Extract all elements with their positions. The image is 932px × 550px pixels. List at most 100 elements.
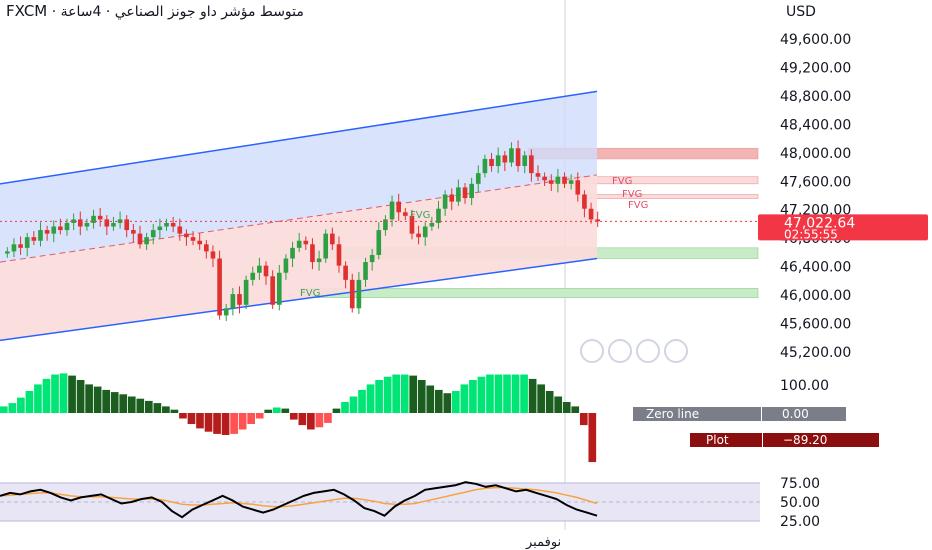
candle-body	[177, 226, 183, 234]
zero-line-tag	[633, 407, 761, 421]
candle-body	[58, 226, 63, 231]
candle-body	[442, 194, 448, 209]
oscillator-bar	[375, 380, 383, 413]
candle-body	[97, 215, 103, 220]
oscillator-bar	[34, 384, 42, 413]
candle-body	[522, 155, 528, 167]
oscillator-bar	[59, 373, 68, 413]
plot-value-tag	[763, 433, 879, 447]
candle-body	[363, 262, 368, 280]
price-tick-label: 48,000.00	[780, 146, 851, 162]
candle-body	[197, 240, 203, 245]
candle-body	[482, 158, 488, 174]
chart-title: FXCM · متوسط مؤشر داو جونز الصناعي · 4سا…	[6, 2, 304, 20]
price-tick-label: 46,000.00	[780, 288, 851, 304]
candle-body	[389, 201, 395, 220]
candle-body	[77, 219, 83, 227]
last-price-badge	[758, 214, 928, 241]
price-tick-label: 49,200.00	[780, 60, 851, 76]
candle-body	[51, 226, 57, 234]
candle-body	[296, 240, 302, 248]
price-tick-label: 49,600.00	[780, 32, 851, 48]
plot-value: −89.20	[783, 433, 827, 447]
oscillator-bar	[272, 407, 281, 413]
oscillator-bar	[93, 386, 102, 413]
candle-body	[137, 233, 143, 245]
fvg-label: FVG	[628, 200, 648, 211]
oscillator-bar	[281, 408, 290, 413]
candle-body	[475, 173, 481, 184]
rsi-ma-line	[0, 486, 598, 508]
candle-body	[495, 155, 501, 167]
oscillator-bar	[349, 396, 358, 413]
candle-body	[588, 208, 594, 220]
oscillator-bar	[341, 402, 349, 413]
candle-body	[283, 258, 289, 273]
candle-body	[323, 233, 329, 259]
oscillator-bar	[247, 413, 256, 424]
candle-body	[595, 219, 601, 222]
oscillator-bar	[144, 400, 153, 413]
oscillator-bar	[119, 394, 128, 413]
candle-body	[18, 244, 23, 248]
candle-body	[568, 180, 574, 184]
price-tick-label: 48,800.00	[780, 89, 851, 105]
price-tick-label: 48,400.00	[780, 117, 851, 133]
candle-body	[157, 226, 163, 231]
candle-body	[31, 237, 37, 241]
candle-body	[111, 222, 116, 227]
plot-label: Plot	[706, 433, 729, 447]
candle-body	[369, 254, 375, 263]
oscillator-bar	[25, 391, 34, 413]
countdown-value: 02:55:55	[784, 227, 838, 241]
candle-body	[376, 230, 382, 255]
oscillator-bar	[213, 413, 221, 434]
oscillator-bar	[392, 374, 400, 413]
last-price-value: 47,022.64	[784, 215, 855, 231]
oscillator-bar	[76, 380, 85, 413]
oscillator-bar	[469, 380, 477, 413]
candle-body	[502, 155, 508, 163]
candle-body	[104, 219, 110, 227]
fvg-label: FVG	[622, 189, 642, 200]
candle-body	[429, 222, 435, 227]
channel-lower-fill	[0, 174, 597, 341]
candle-body	[402, 212, 408, 216]
oscillator-bar	[179, 413, 187, 419]
candle-body	[409, 215, 415, 234]
oscillator-bar	[452, 391, 460, 413]
oscillator-bar	[230, 413, 238, 434]
oscillator-bar	[255, 413, 264, 419]
oscillator-bar	[264, 409, 273, 413]
rsi-tick-label: 75.00	[780, 476, 820, 492]
oscillator-bar	[520, 374, 528, 413]
oscillator-bar	[588, 413, 597, 463]
candle-body	[515, 148, 521, 167]
candle-body	[290, 247, 295, 259]
price-tick-label: 47,600.00	[780, 174, 851, 190]
candle-body	[555, 176, 561, 184]
rsi-tick-label: 25.00	[780, 514, 820, 530]
candle-body	[124, 219, 130, 231]
candle-body	[203, 244, 209, 252]
candle-body	[383, 219, 388, 231]
zero-line-value-tag	[762, 407, 846, 421]
rsi-panel: 75.00 50.00 25.00	[0, 476, 820, 530]
oscillator-bar	[511, 374, 520, 413]
candle-body	[250, 272, 256, 280]
oscillator-bar	[434, 389, 443, 413]
candle-body	[263, 265, 269, 277]
oscillator-tick-label: 100.00	[780, 378, 829, 394]
oscillator-bar	[85, 384, 93, 413]
candle-body	[230, 294, 236, 309]
oscillator-bar	[136, 398, 145, 413]
candle-body	[270, 276, 275, 305]
oscillator-bar	[537, 384, 545, 413]
candle-body	[336, 244, 342, 266]
candle-body	[184, 233, 189, 238]
logo-ring-icon	[608, 339, 632, 363]
oscillator-bar	[153, 403, 162, 413]
oscillator-bar	[324, 413, 332, 423]
price-axis[interactable]: 49,600.00 49,200.00 48,800.00 48,400.00 48,0…	[758, 32, 928, 361]
